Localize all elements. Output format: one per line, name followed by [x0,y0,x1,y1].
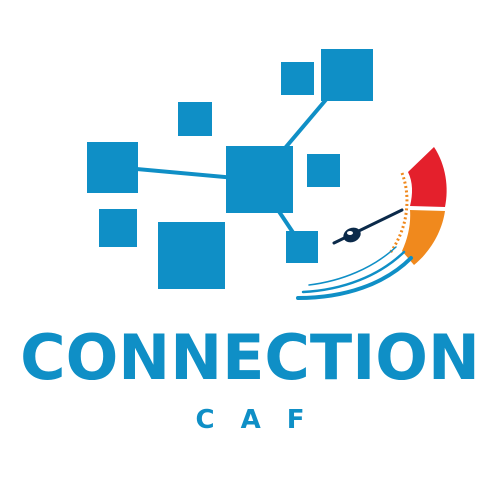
node-top-small-right-square [281,62,314,95]
node-left-square [87,142,138,193]
node-bottom-right-square [286,231,318,263]
node-bottom-square [158,222,225,289]
node-lower-left-square [99,209,137,247]
gauge-needle-hub-highlight [347,231,353,235]
speedometer-gauge-icon [296,147,447,300]
gauge-needle-hub [343,227,361,243]
brand-subtitle: CAF [195,405,331,435]
network-nodes-icon [87,49,373,289]
gauge-orange-segment [402,210,445,265]
gauge-tick-marks [388,172,409,254]
gauge-swoosh [296,246,413,300]
node-right-small-square [307,154,340,187]
node-top-right-square [321,49,373,101]
node-center-square [226,146,293,213]
gauge-red-segment [408,147,447,207]
brand-name: CONNECTION [20,321,480,394]
node-top-small-square [178,102,212,136]
